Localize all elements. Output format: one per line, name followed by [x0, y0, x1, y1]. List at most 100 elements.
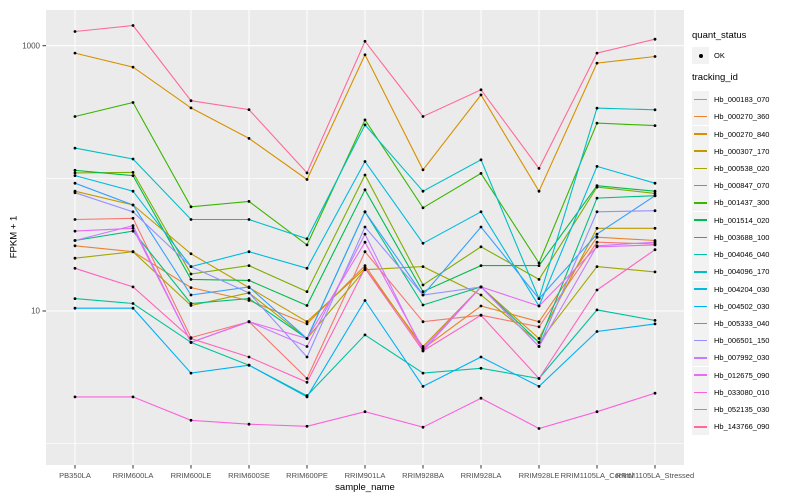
- data-point: [305, 243, 309, 247]
- legend-item: Hb_033080_010: [692, 383, 769, 401]
- data-point: [73, 181, 77, 185]
- data-point: [131, 226, 135, 230]
- data-point: [479, 245, 483, 249]
- series-line-swatch-icon: [694, 98, 707, 101]
- legend-key: [692, 91, 709, 108]
- data-point: [537, 337, 541, 340]
- data-point: [595, 106, 599, 110]
- data-point: [73, 30, 77, 33]
- data-point: [247, 279, 251, 282]
- legend-item: Hb_004046_040: [692, 246, 770, 264]
- series-line-swatch-icon: [694, 219, 707, 221]
- data-point: [479, 264, 483, 267]
- legend-item-label: Hb_004502_030: [714, 301, 770, 311]
- x-tick-label: RRIM928LA: [461, 471, 502, 480]
- data-point: [131, 395, 135, 399]
- legend-item: Hb_001437_300: [692, 194, 770, 212]
- legend-key: [692, 332, 709, 350]
- legend-item: Hb_052135_030: [692, 401, 769, 419]
- data-point: [189, 304, 193, 307]
- data-point: [73, 244, 77, 248]
- legend-item: Hb_001514_020: [692, 211, 769, 229]
- x-tick-label: PB350LA: [59, 471, 91, 480]
- data-point: [189, 252, 193, 256]
- data-point: [247, 137, 251, 140]
- data-point: [131, 285, 135, 289]
- data-point: [73, 256, 77, 260]
- data-point: [537, 427, 541, 430]
- data-point: [189, 371, 193, 375]
- legend-item: Hb_003688_100: [692, 228, 770, 246]
- data-point: [131, 101, 135, 104]
- data-point: [653, 194, 657, 198]
- legend-key: [692, 366, 709, 384]
- series-line-swatch-icon: [694, 167, 707, 170]
- y-tick-label: 10: [31, 307, 40, 316]
- data-point: [305, 266, 309, 270]
- legend-quant-status-title: quant_status: [692, 30, 747, 41]
- data-point: [479, 88, 483, 92]
- data-point: [363, 39, 367, 43]
- data-point: [189, 265, 193, 268]
- data-point: [363, 264, 367, 267]
- data-point: [421, 425, 425, 429]
- legend-item: Hb_004096_170: [692, 263, 769, 281]
- data-point: [363, 266, 367, 270]
- data-point: [421, 347, 425, 351]
- data-point: [131, 171, 135, 174]
- data-point: [479, 313, 483, 317]
- data-point: [73, 229, 77, 233]
- legend-item-label: Hb_004204_030: [714, 284, 770, 294]
- data-point: [247, 285, 251, 289]
- legend-item: Hb_000538_020: [692, 159, 769, 177]
- legend-key: [692, 383, 709, 401]
- legend-item: Hb_000847_070: [692, 177, 769, 195]
- legend-item-label: Hb_003688_100: [714, 232, 770, 242]
- data-point: [537, 297, 541, 300]
- legend-item-label: OK: [714, 51, 725, 60]
- series-line-swatch-icon: [694, 408, 707, 411]
- x-tick-label: RRIM600SE: [228, 471, 270, 480]
- series-line-swatch-icon: [694, 288, 707, 290]
- legend-item-label: Hb_012675_090: [714, 370, 770, 380]
- legend-item-label: Hb_005333_040: [714, 319, 770, 328]
- data-point: [421, 168, 425, 172]
- data-point: [363, 210, 367, 214]
- series-line-swatch-icon: [694, 305, 707, 308]
- data-point: [247, 291, 251, 295]
- data-point: [247, 355, 251, 359]
- data-point: [73, 395, 77, 399]
- data-point: [595, 165, 599, 168]
- data-point: [305, 395, 309, 399]
- data-point: [363, 160, 367, 163]
- data-point: [305, 377, 309, 380]
- legend-item: Hb_000270_360: [692, 108, 770, 126]
- data-point: [537, 325, 541, 329]
- legend-item-label: Hb_000270_360: [714, 112, 770, 122]
- data-point: [363, 225, 367, 229]
- data-point: [595, 51, 599, 55]
- point-marker-icon: [698, 53, 703, 58]
- data-point: [595, 184, 599, 188]
- legend-key: [692, 142, 709, 160]
- data-point: [537, 278, 541, 281]
- data-point: [479, 225, 483, 229]
- data-point: [189, 99, 193, 103]
- data-point: [363, 299, 367, 302]
- legend-item: Hb_143766_090: [692, 418, 769, 436]
- data-point: [247, 297, 251, 300]
- x-tick-label: RRIM600PE: [286, 471, 328, 480]
- data-point: [595, 265, 599, 268]
- legend-key: [692, 349, 709, 367]
- data-point: [537, 264, 541, 267]
- data-point: [189, 293, 193, 297]
- legend-key: [692, 315, 709, 332]
- legend-item: Hb_004502_030: [692, 297, 770, 315]
- legend-item-label: Hb_001437_300: [714, 198, 770, 208]
- legend-item-label: Hb_004046_040: [714, 250, 770, 260]
- data-point: [421, 349, 425, 353]
- data-point: [421, 293, 425, 297]
- data-point: [363, 333, 367, 337]
- data-point: [479, 172, 483, 175]
